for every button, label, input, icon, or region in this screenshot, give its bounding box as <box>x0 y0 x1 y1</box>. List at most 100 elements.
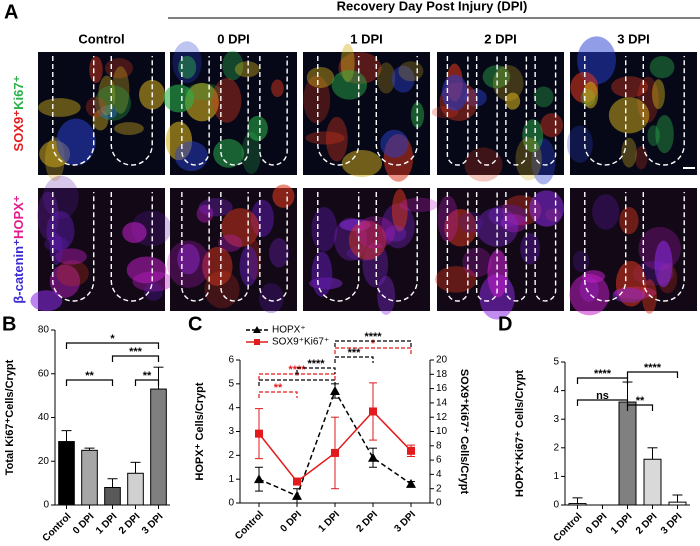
significance-bracket <box>134 379 160 386</box>
stain <box>515 137 542 181</box>
stain <box>340 43 355 83</box>
significance-label: *** <box>129 346 143 358</box>
bar <box>643 458 662 506</box>
crypt-outline <box>317 192 360 302</box>
y2-tick-label: 16 <box>436 383 448 394</box>
legend-label: HOPX⁺ <box>272 325 306 336</box>
panel-label: B <box>2 313 16 335</box>
stain <box>172 41 202 84</box>
marker <box>254 474 264 484</box>
stain <box>198 198 233 217</box>
significance-bracket <box>258 391 298 398</box>
stain <box>459 211 483 233</box>
bar <box>568 503 587 506</box>
stain <box>331 69 368 100</box>
y-tick-label: 0 <box>553 500 559 511</box>
error-bar <box>672 494 683 503</box>
y2-axis-label: SOX9⁺Ki67⁺ Cells/Crypt <box>458 369 470 495</box>
y-axis-label: Total Ki67⁺Cells/Crypt <box>4 359 16 475</box>
stain <box>612 287 646 303</box>
significance-label: * <box>371 338 376 350</box>
stain <box>435 266 477 293</box>
stain <box>221 208 260 248</box>
y2-tick-label: 10 <box>436 426 448 437</box>
significance-label: * <box>110 333 115 345</box>
row-label-part: Ki67⁺ <box>11 75 26 109</box>
bar <box>150 388 167 506</box>
x-tick-label: 2 DPI <box>355 509 381 535</box>
stain <box>114 122 144 135</box>
panel-label: A <box>4 1 18 23</box>
legend-label: SOX9⁺Ki67⁺ <box>272 337 329 348</box>
micrograph <box>163 41 297 175</box>
stain <box>441 74 468 111</box>
stain <box>376 62 396 94</box>
panel-label: C <box>188 313 202 335</box>
bar <box>81 449 98 506</box>
y-tick-label: 80 <box>38 325 50 336</box>
significance-label: ** <box>274 382 283 394</box>
bar <box>668 501 687 506</box>
stain <box>533 86 554 108</box>
error-bar <box>130 461 141 474</box>
stain <box>167 240 211 288</box>
y2-tick-label: 14 <box>436 398 448 409</box>
stain <box>94 85 132 121</box>
stain <box>464 88 487 107</box>
crypt-outline <box>375 56 418 166</box>
micrograph <box>569 188 697 316</box>
stain <box>391 189 408 232</box>
x-tick-label: 2 DPI <box>634 511 660 537</box>
legend-marker <box>253 326 261 333</box>
stain <box>46 211 75 251</box>
stain <box>615 260 647 307</box>
y-axis-label: HOPX⁺Ki67⁺ Cells/Crypt <box>514 370 526 497</box>
significance-bracket <box>65 342 160 349</box>
stain <box>222 50 244 81</box>
panel-label: D <box>498 313 512 335</box>
stain <box>410 102 425 129</box>
stain <box>122 222 147 243</box>
stain <box>49 264 81 298</box>
x-tick-label: 1 DPI <box>94 511 120 537</box>
stain <box>399 197 439 213</box>
y-tick-label: 3 <box>228 426 234 437</box>
stain <box>611 76 649 98</box>
significance-label: *** <box>348 347 362 359</box>
crypt-outline <box>505 192 528 302</box>
y2-tick-label: 2 <box>436 483 442 494</box>
row-label-part: HOPX⁺ <box>11 195 26 239</box>
column-label: 0 DPI <box>217 31 250 46</box>
stain <box>196 204 214 223</box>
error-bar <box>61 430 72 442</box>
stain <box>241 132 261 174</box>
x-tick-label: Control <box>552 511 585 544</box>
stain <box>99 105 118 120</box>
significance-bracket <box>65 379 114 386</box>
y-tick-label: 0 <box>43 500 49 511</box>
micrograph-bg <box>170 188 297 311</box>
marker <box>407 446 415 455</box>
significance-bracket <box>576 399 629 406</box>
stain <box>178 55 197 79</box>
stain <box>385 225 407 242</box>
stain <box>355 216 396 249</box>
marker <box>406 478 416 488</box>
significance-bracket <box>576 377 629 384</box>
y-tick-label: 3 <box>553 414 559 425</box>
error-bar <box>572 497 583 504</box>
y2-tick-label: 18 <box>436 369 448 380</box>
column-label: 2 DPI <box>484 31 517 46</box>
crypt-outline <box>446 192 469 302</box>
marker <box>255 429 263 438</box>
y-tick-label: 5 <box>553 357 559 368</box>
stain <box>634 146 648 170</box>
stain <box>239 245 258 287</box>
y-tick-label: 4 <box>228 402 234 413</box>
crypt-outline <box>375 192 418 302</box>
stain <box>488 204 528 227</box>
error-bar <box>622 381 633 403</box>
stain <box>444 209 477 247</box>
x-tick-label: 3 DPI <box>393 509 419 535</box>
